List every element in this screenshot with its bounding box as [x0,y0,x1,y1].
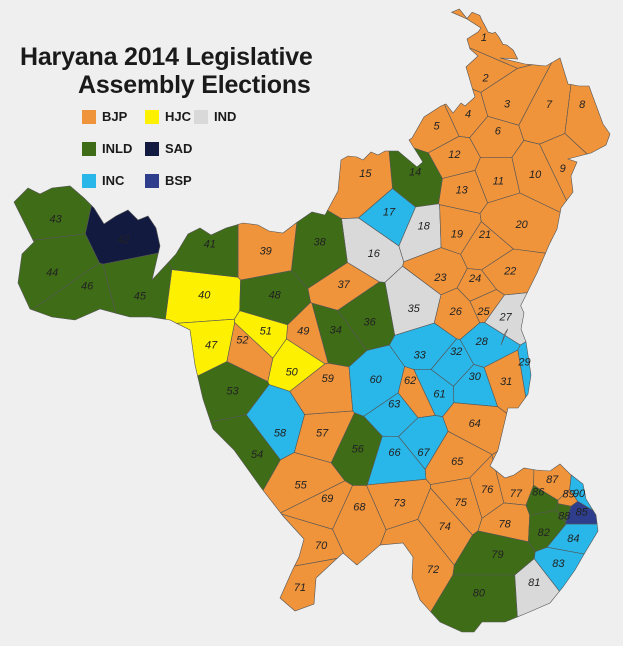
svg-text:40: 40 [198,289,211,301]
svg-text:63: 63 [388,399,401,411]
svg-text:12: 12 [448,149,460,161]
svg-text:8: 8 [579,99,586,111]
svg-text:62: 62 [404,375,416,387]
svg-text:51: 51 [260,326,272,338]
svg-text:9: 9 [560,163,566,175]
svg-text:36: 36 [363,317,376,329]
svg-text:45: 45 [134,291,147,303]
svg-text:32: 32 [450,346,462,358]
svg-text:49: 49 [297,326,309,338]
svg-text:29: 29 [517,356,530,368]
svg-text:3: 3 [504,98,511,110]
svg-text:2: 2 [482,73,489,85]
svg-text:90: 90 [573,488,586,500]
svg-text:24: 24 [468,273,481,285]
svg-text:57: 57 [316,427,329,439]
svg-text:61: 61 [433,388,445,400]
svg-text:64: 64 [469,418,481,430]
svg-text:68: 68 [353,501,366,513]
svg-text:33: 33 [414,350,427,362]
svg-text:30: 30 [469,371,482,383]
svg-text:41: 41 [204,238,216,250]
svg-text:84: 84 [567,533,579,545]
svg-text:7: 7 [546,99,553,111]
svg-text:85: 85 [576,507,589,519]
svg-text:21: 21 [478,229,491,241]
svg-text:50: 50 [286,367,299,379]
svg-text:73: 73 [393,498,406,510]
svg-text:54: 54 [251,449,263,461]
svg-text:16: 16 [368,248,381,260]
svg-text:59: 59 [322,373,334,385]
svg-text:82: 82 [538,527,550,539]
svg-text:20: 20 [515,219,529,231]
svg-text:25: 25 [476,306,490,318]
svg-text:60: 60 [370,374,383,386]
svg-text:46: 46 [81,281,94,293]
svg-text:79: 79 [491,549,503,561]
svg-text:70: 70 [315,540,328,552]
svg-text:18: 18 [418,220,431,232]
svg-text:78: 78 [498,519,511,531]
svg-text:38: 38 [313,236,326,248]
svg-text:13: 13 [456,185,469,197]
svg-text:87: 87 [546,474,559,486]
svg-text:66: 66 [388,447,401,459]
svg-text:35: 35 [408,303,421,315]
svg-text:48: 48 [269,289,282,301]
svg-text:11: 11 [493,176,504,188]
svg-text:31: 31 [500,376,512,388]
svg-text:56: 56 [352,443,365,455]
svg-text:6: 6 [495,126,502,138]
svg-text:19: 19 [451,229,463,241]
svg-text:80: 80 [473,587,486,599]
svg-text:76: 76 [481,484,494,496]
svg-text:27: 27 [498,312,512,324]
svg-text:53: 53 [226,386,239,398]
svg-text:42: 42 [117,234,129,246]
svg-text:88: 88 [558,510,571,522]
svg-text:65: 65 [451,456,464,468]
svg-text:22: 22 [503,265,516,277]
svg-text:52: 52 [236,334,248,346]
svg-text:4: 4 [465,109,471,121]
svg-text:1: 1 [481,32,487,44]
svg-text:83: 83 [552,558,565,570]
svg-text:81: 81 [528,577,540,589]
svg-text:74: 74 [439,521,451,533]
svg-text:69: 69 [321,493,333,505]
svg-text:47: 47 [205,340,218,352]
svg-text:67: 67 [417,447,430,459]
svg-text:37: 37 [338,279,351,291]
svg-text:14: 14 [409,167,421,179]
svg-text:75: 75 [455,497,468,509]
svg-text:43: 43 [49,214,62,226]
svg-text:58: 58 [274,428,287,440]
svg-text:39: 39 [260,246,272,258]
svg-text:77: 77 [510,488,523,500]
svg-text:44: 44 [46,267,58,279]
svg-text:34: 34 [330,324,342,336]
svg-text:15: 15 [359,168,372,180]
svg-text:26: 26 [449,306,463,318]
svg-text:23: 23 [433,272,447,284]
svg-text:72: 72 [427,564,439,576]
svg-text:28: 28 [475,336,489,348]
svg-text:10: 10 [529,169,542,181]
svg-text:55: 55 [294,480,307,492]
svg-text:86: 86 [532,487,545,499]
svg-text:5: 5 [433,121,440,133]
svg-text:71: 71 [294,582,306,594]
svg-text:17: 17 [383,206,396,218]
